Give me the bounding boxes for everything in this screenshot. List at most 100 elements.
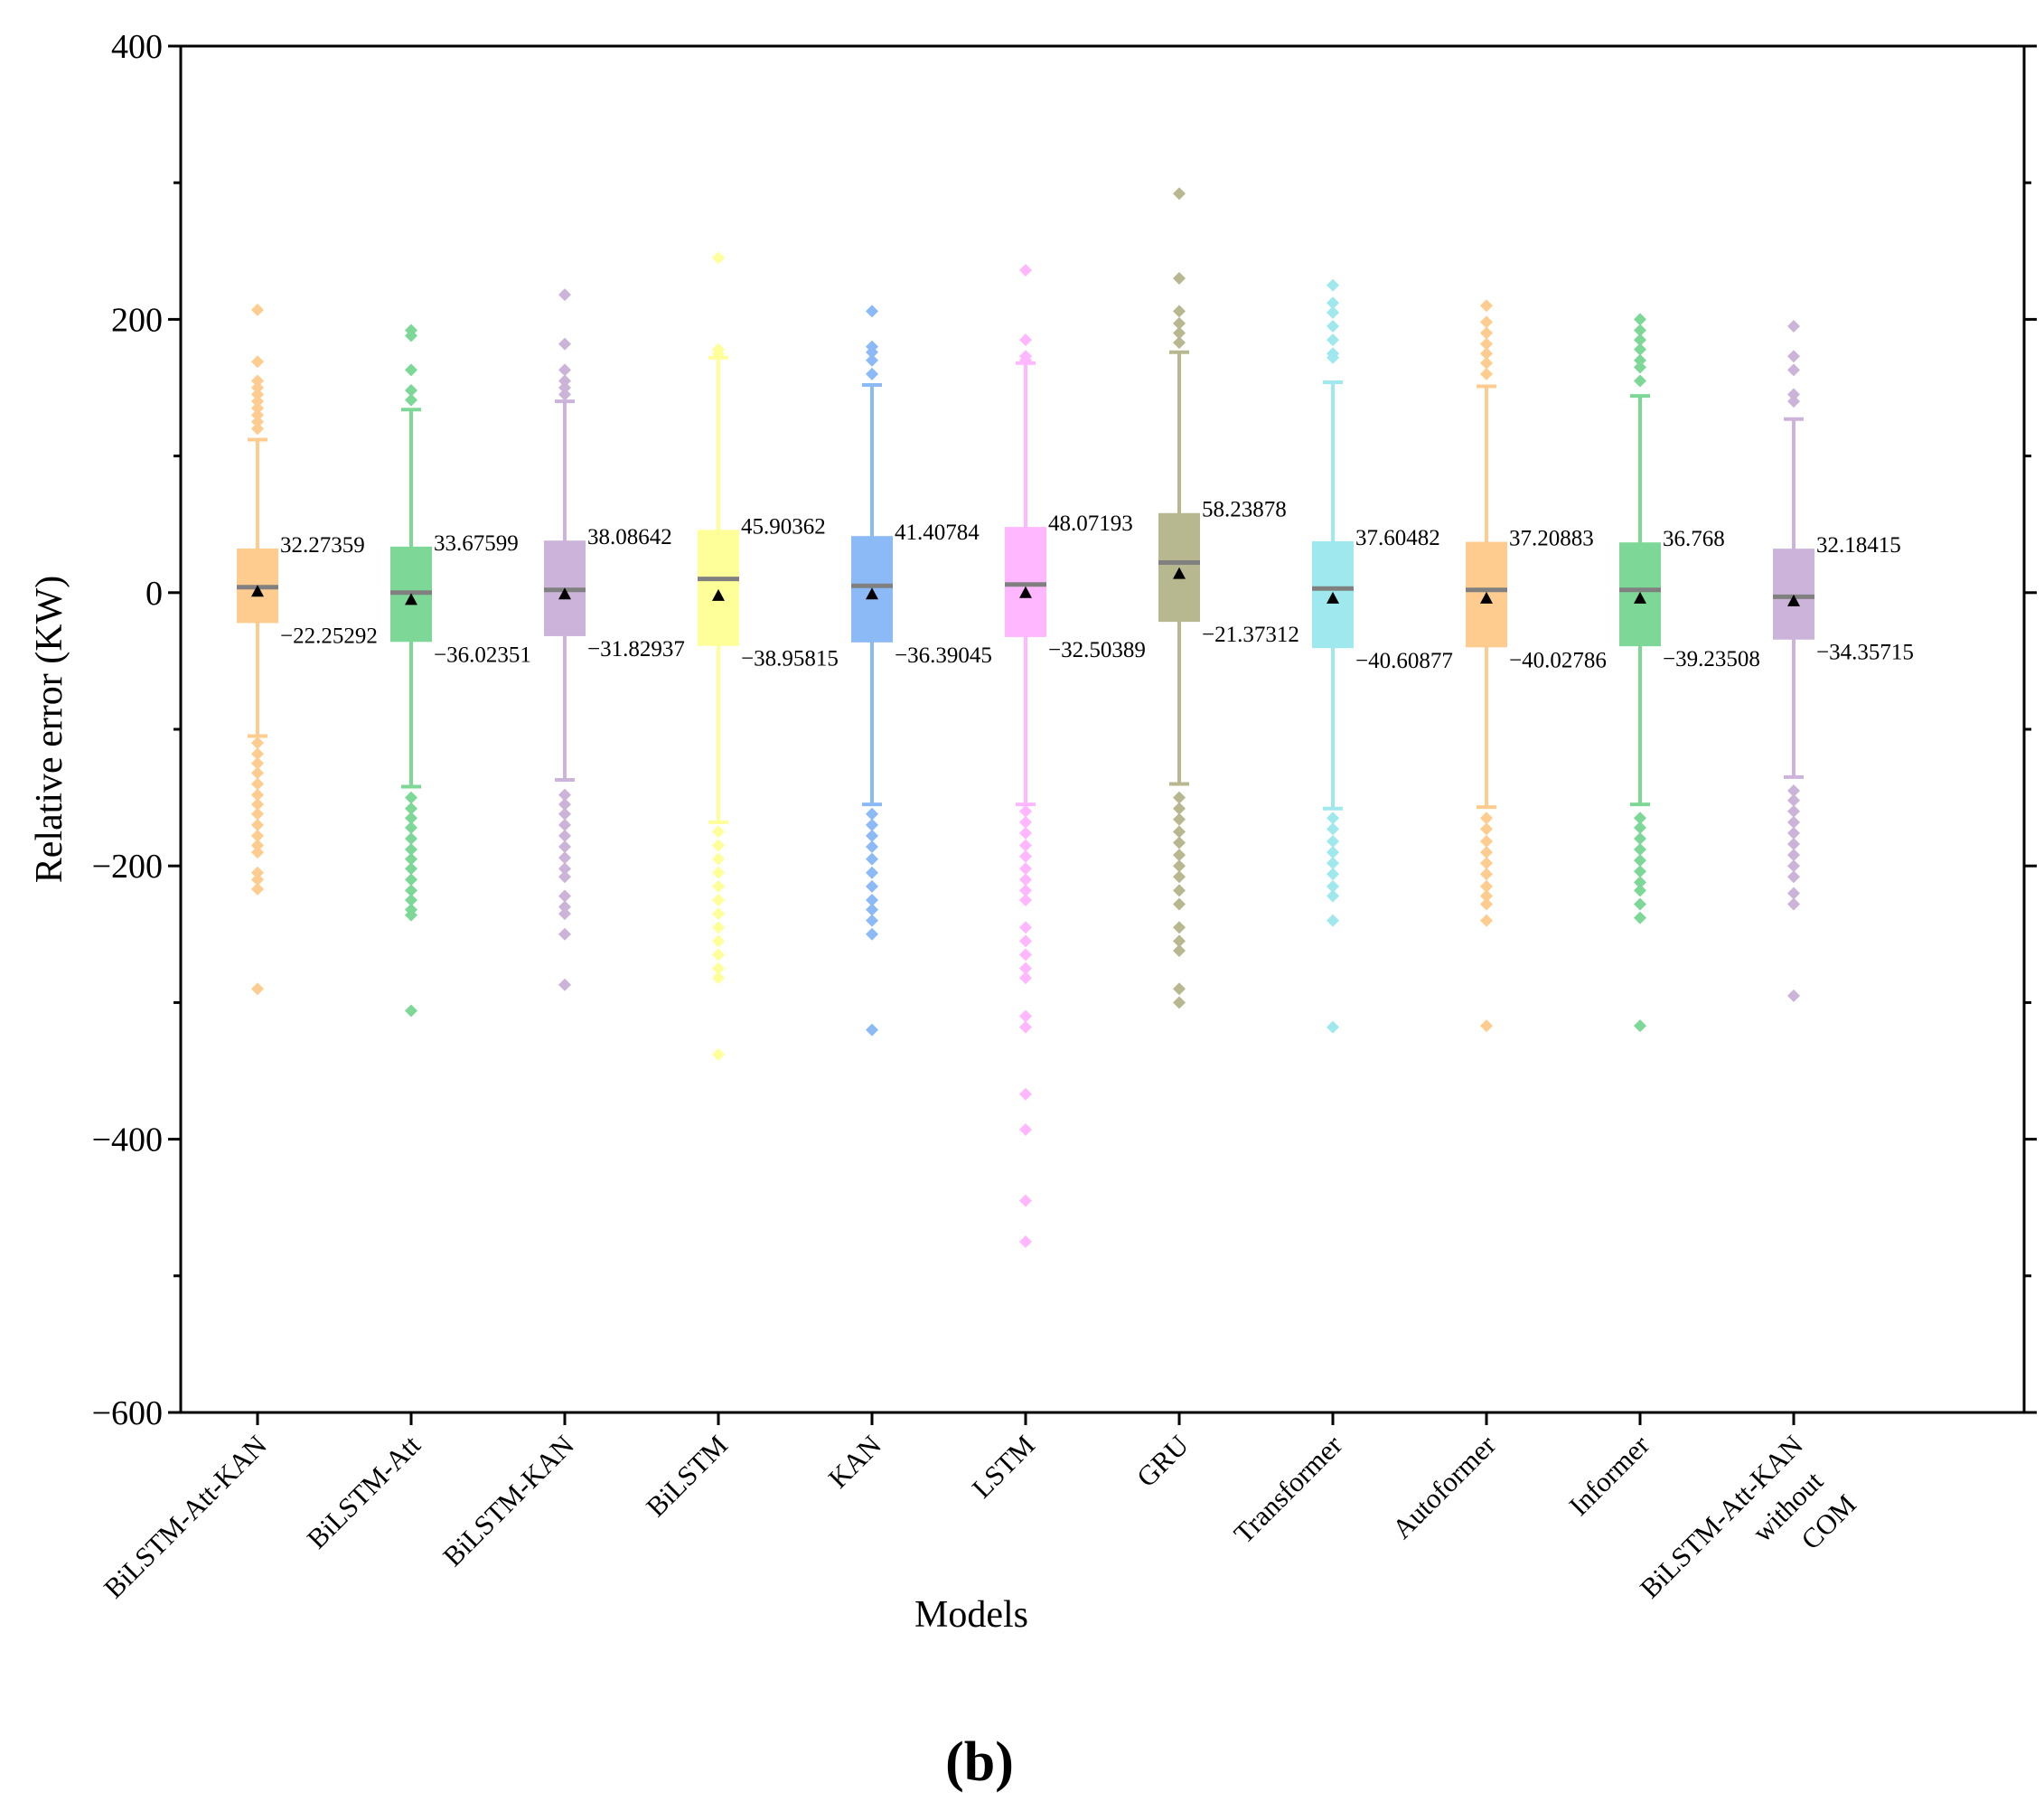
axes-frame — [179, 44, 2026, 1414]
outlier-point — [1173, 859, 1186, 873]
outlier-point — [1634, 812, 1646, 825]
outlier-point — [251, 829, 264, 842]
outlier-point — [558, 862, 571, 876]
outlier-point — [1787, 815, 1800, 829]
outlier-point — [405, 843, 417, 857]
outlier-point — [1173, 187, 1186, 201]
x-tick-label: GRU — [1130, 1429, 1195, 1493]
outlier-point — [405, 908, 417, 922]
outlier-point — [1787, 826, 1800, 840]
outlier-point — [712, 347, 725, 361]
outlier-point — [405, 862, 417, 876]
mean-marker — [558, 587, 571, 600]
outlier-point — [1634, 897, 1646, 911]
q1-label: −21.37312 — [1202, 623, 1299, 647]
outlier-point — [1019, 815, 1032, 829]
box-10: 36.768 −39.23508 — [1619, 313, 1760, 1033]
q3-label: 38.08642 — [587, 525, 672, 549]
q3-label: 32.27359 — [280, 533, 365, 558]
mean-marker — [1480, 591, 1493, 604]
mean-marker — [405, 593, 417, 605]
outlier-point — [1019, 894, 1032, 906]
x-tick-label-line: BiLSTM-Att — [301, 1429, 427, 1555]
outlier-point — [1634, 342, 1646, 356]
outlier-point — [1480, 326, 1493, 340]
outlier-point — [405, 873, 417, 887]
outlier-point — [1787, 838, 1800, 851]
outlier-point — [712, 894, 725, 906]
outlier-point — [866, 879, 878, 893]
outlier-point — [251, 882, 264, 896]
outlier-point — [251, 747, 264, 761]
mean-marker — [251, 585, 264, 597]
outlier-point — [405, 884, 417, 897]
x-tick-label-line: Autoformer — [1386, 1429, 1503, 1545]
q1-label: −36.02351 — [434, 643, 531, 667]
outlier-point — [251, 777, 264, 791]
outlier-point — [1327, 868, 1339, 881]
outlier-point — [1480, 868, 1493, 881]
outlier-point — [866, 345, 878, 359]
outlier-point — [712, 825, 725, 839]
outlier-point — [1173, 870, 1186, 884]
outlier-point — [1634, 854, 1646, 868]
q3-label: 32.18415 — [1816, 533, 1901, 558]
outlier-point — [1787, 989, 1800, 1002]
outlier-point — [866, 367, 878, 380]
mean-marker — [1634, 591, 1646, 604]
outlier-point — [1787, 897, 1800, 911]
q1-label: −31.82937 — [587, 637, 685, 662]
outlier-point — [1787, 804, 1800, 818]
outlier-point — [1173, 996, 1186, 1009]
outlier-point — [558, 900, 571, 914]
outlier-point — [712, 971, 725, 985]
outlier-point — [558, 798, 571, 812]
q1-label: −38.95815 — [741, 647, 839, 671]
outlier-point — [1019, 873, 1032, 887]
outlier-point — [1480, 857, 1493, 870]
outlier-point — [1173, 326, 1186, 340]
iqr-box — [1005, 527, 1046, 637]
outlier-point — [558, 927, 571, 941]
q3-label: 48.07193 — [1048, 511, 1133, 536]
outlier-point — [405, 852, 417, 866]
q1-label: −36.39045 — [895, 643, 992, 668]
q3-label: 58.23878 — [1202, 498, 1287, 522]
outlier-point — [558, 829, 571, 842]
q1-label: −39.23508 — [1663, 647, 1760, 671]
outlier-point — [712, 852, 725, 866]
outlier-point — [1327, 812, 1339, 825]
x-tick-label: Informer — [1562, 1429, 1655, 1522]
outlier-point — [1173, 921, 1186, 934]
x-tick-label-line: Informer — [1562, 1429, 1655, 1522]
outlier-point — [558, 807, 571, 821]
x-tick-label-line: KAN — [822, 1429, 887, 1494]
outlier-point — [558, 337, 571, 351]
box-7: 58.23878 −21.37312 — [1158, 187, 1299, 1009]
outlier-point — [251, 408, 264, 422]
outlier-point — [251, 866, 264, 879]
y-tick-label: 400 — [111, 28, 163, 66]
outlier-point — [1634, 1019, 1646, 1033]
outlier-point — [1327, 914, 1339, 927]
outlier-point — [1327, 351, 1339, 364]
mean-marker — [866, 587, 878, 600]
outlier-point — [251, 873, 264, 887]
outlier-point — [1173, 897, 1186, 911]
outlier-point — [1634, 876, 1646, 889]
outlier-point — [1173, 884, 1186, 897]
outlier-point — [1173, 825, 1186, 839]
outlier-point — [558, 818, 571, 831]
outlier-point — [405, 393, 417, 407]
outlier-point — [558, 374, 571, 388]
outlier-point — [1019, 804, 1032, 818]
outlier-point — [558, 840, 571, 854]
outlier-point — [1787, 784, 1800, 798]
outlier-point — [1480, 897, 1493, 911]
outlier-point — [866, 866, 878, 879]
outlier-point — [1327, 319, 1339, 333]
outlier-point — [1480, 347, 1493, 361]
outlier-point — [866, 305, 878, 318]
outlier-point — [1019, 353, 1032, 367]
outlier-point — [1480, 879, 1493, 893]
